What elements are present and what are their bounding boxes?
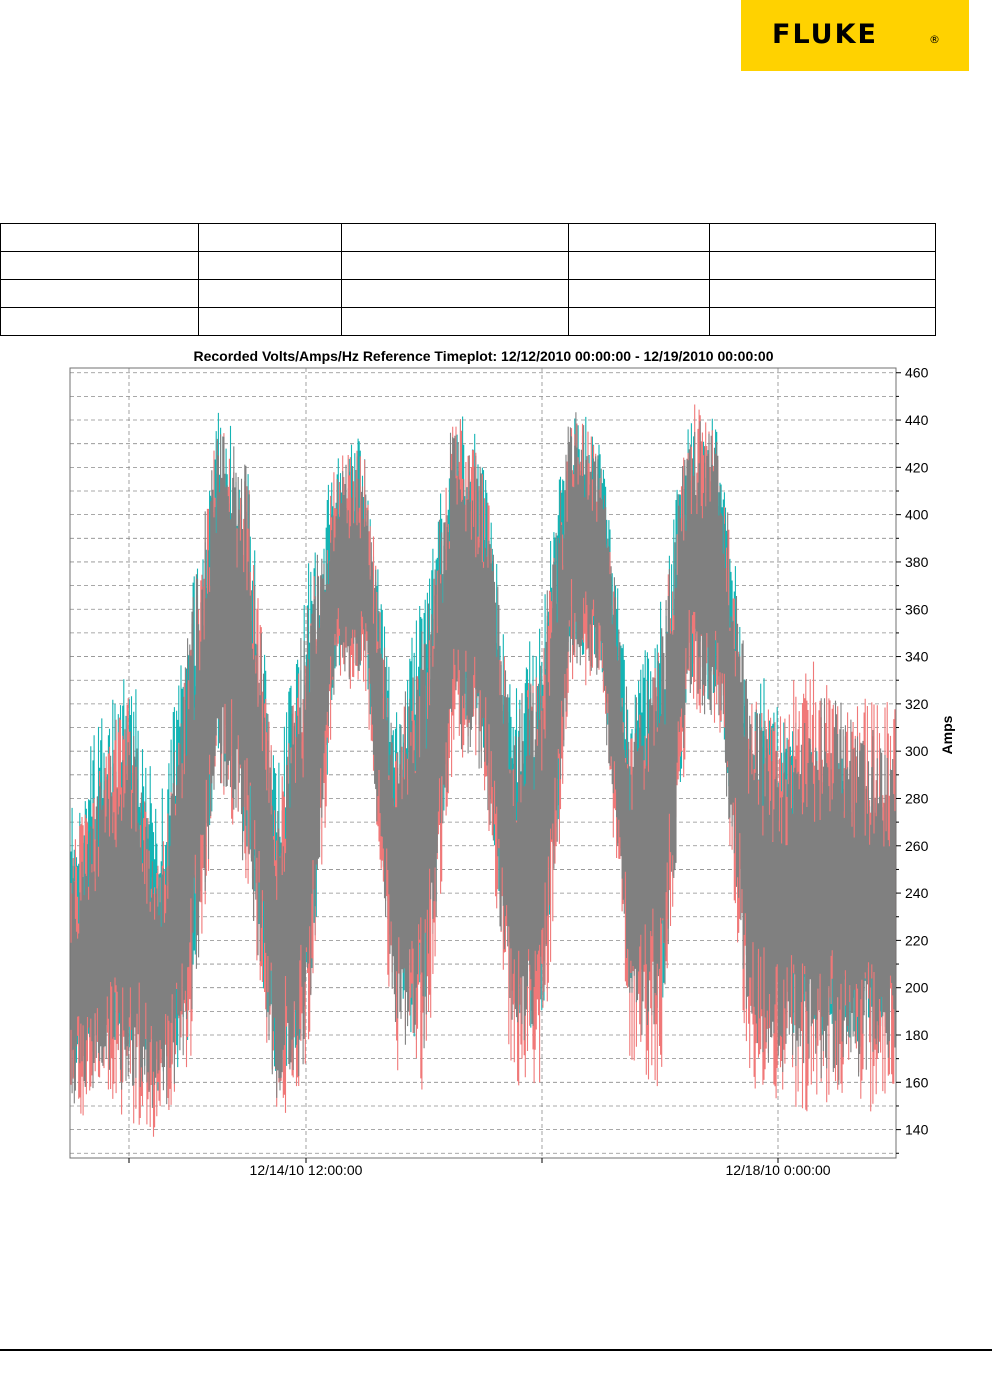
series-trace <box>70 412 896 1108</box>
table-cell <box>341 307 569 336</box>
table-cell <box>198 251 342 280</box>
y-tick-label: 440 <box>905 412 929 428</box>
registered-mark: ® <box>929 33 940 46</box>
y-tick-label: 420 <box>905 459 929 475</box>
table-cell <box>198 307 342 336</box>
series-line <box>70 412 896 1108</box>
footer-rule <box>0 1349 992 1351</box>
table-cell <box>198 279 342 308</box>
axis-layer: 140 160 180 200 220 240 260 280 300 320 340 360 380 4… <box>128 365 955 1178</box>
table-cell <box>0 307 199 336</box>
table-row <box>0 251 936 280</box>
table-row <box>0 223 936 252</box>
chart-title: Recorded Volts/Amps/Hz Reference Timeplo… <box>193 348 774 364</box>
y-tick-label: 280 <box>905 790 929 806</box>
y-tick-label: 320 <box>905 696 929 712</box>
table-row <box>0 279 936 308</box>
table-cell <box>709 251 936 280</box>
table-cell <box>341 251 569 280</box>
table-row <box>0 307 936 336</box>
plot-frame <box>69 367 897 1159</box>
y-tick-label: 360 <box>905 601 929 617</box>
y-tick-label: 240 <box>905 885 929 901</box>
table-cell <box>709 223 936 252</box>
info-table <box>0 223 936 336</box>
fluke-logo-text: FLUKE <box>772 19 878 50</box>
x-tick-label: 12/14/10 12:00:00 <box>250 1162 363 1178</box>
y-tick-label: 460 <box>905 365 929 381</box>
table-cell <box>0 251 199 280</box>
y-tick-label: 140 <box>905 1122 929 1138</box>
y-axis-label: Amps <box>939 715 955 754</box>
x-tick-label: 12/18/10 0:00:00 <box>725 1162 830 1178</box>
table-cell <box>0 279 199 308</box>
y-tick-label: 180 <box>905 1027 929 1043</box>
y-tick-label: 300 <box>905 743 929 759</box>
table-cell <box>341 223 569 252</box>
y-tick-label: 400 <box>905 507 929 523</box>
table-cell <box>198 223 342 252</box>
table-cell <box>0 223 199 252</box>
table-cell <box>341 279 569 308</box>
y-tick-label: 340 <box>905 649 929 665</box>
y-tick-label: 160 <box>905 1074 929 1090</box>
y-tick-label: 200 <box>905 980 929 996</box>
table-cell <box>568 251 710 280</box>
fluke-logo <box>741 0 969 71</box>
table-cell <box>568 279 710 308</box>
table-cell <box>709 307 936 336</box>
y-tick-label: 220 <box>905 932 929 948</box>
series-layer <box>70 404 896 1137</box>
amps-timeplot-chart: 140 160 180 200 220 240 260 280 300 320 340 360 380 4… <box>69 365 955 1178</box>
table-cell <box>709 279 936 308</box>
y-tick-label: 380 <box>905 554 929 570</box>
y-tick-label: 260 <box>905 838 929 854</box>
table-cell <box>568 223 710 252</box>
table-cell <box>568 307 710 336</box>
